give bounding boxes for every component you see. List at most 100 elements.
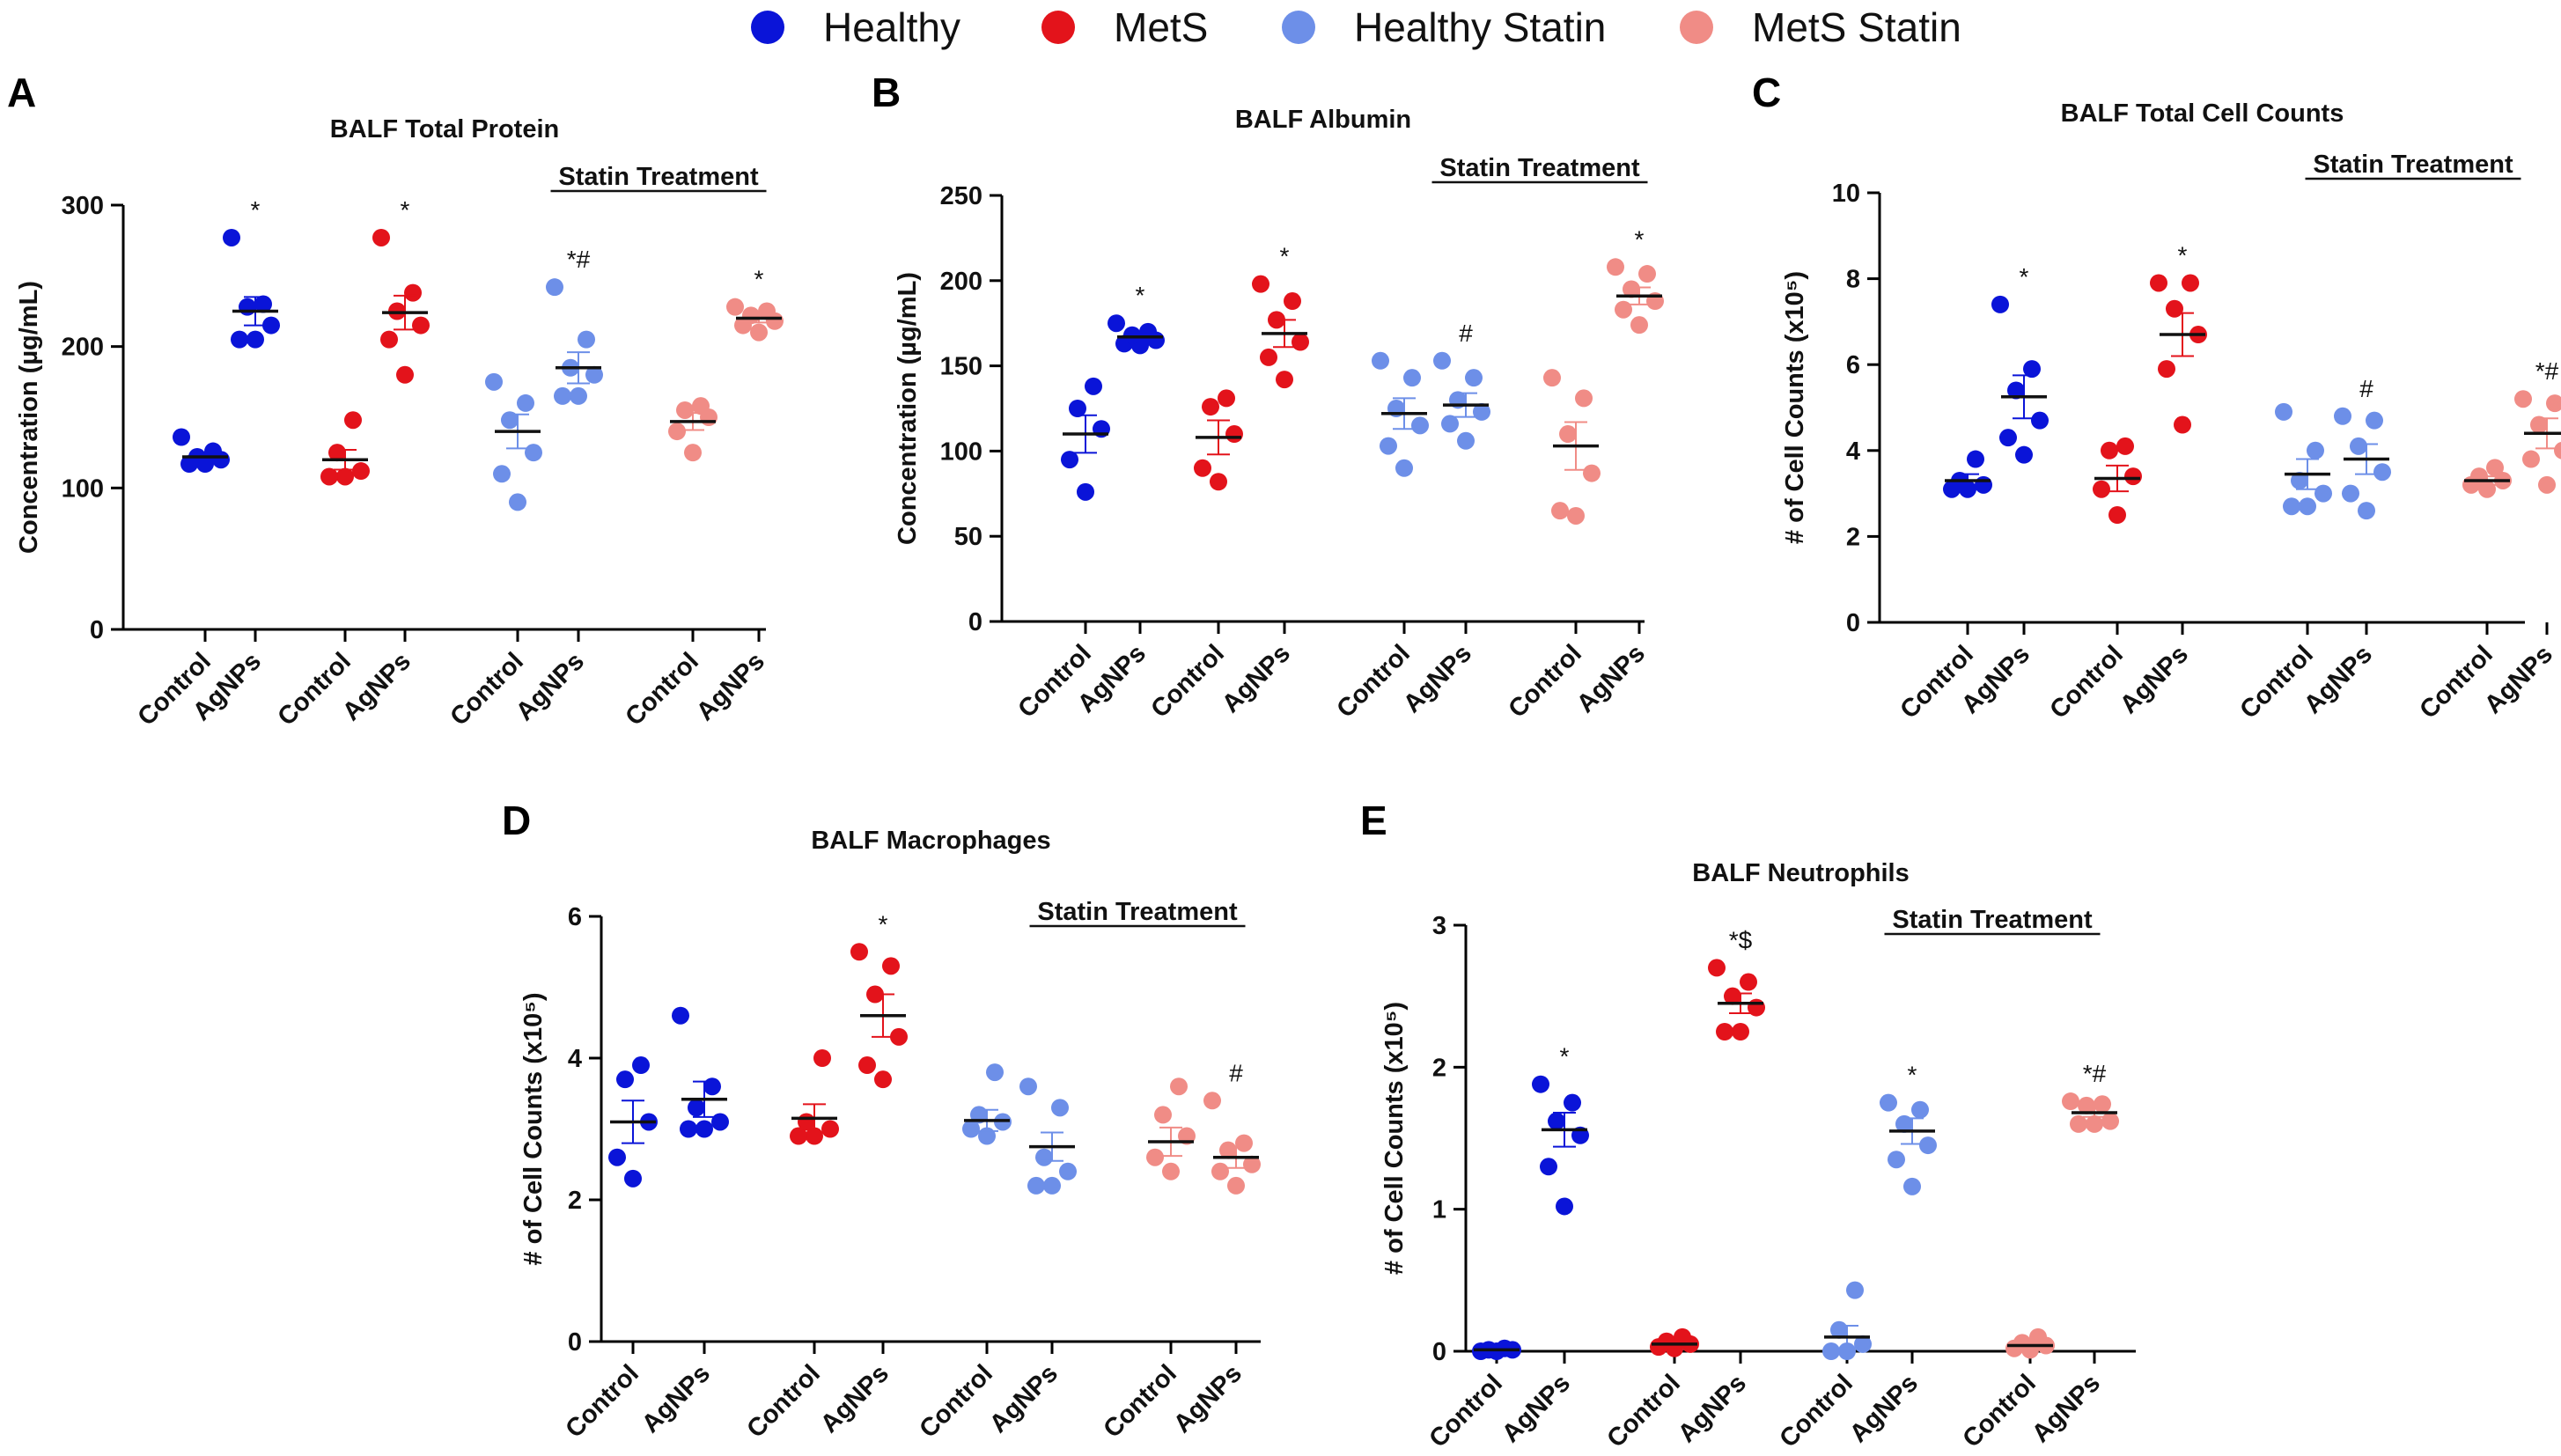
panel-a-data-point	[668, 423, 686, 441]
panel-e-data-point	[1540, 1158, 1557, 1176]
panel-c-xtick-label: Control	[1895, 640, 1979, 724]
panel-e-xtick-label: Control	[1957, 1369, 2042, 1453]
panel-c-data-point	[2124, 467, 2142, 486]
panel-c-ylabel: # of Cell Counts (x10⁵)	[1781, 271, 1809, 544]
panel-a-data-point	[328, 444, 346, 462]
panel-b-group-6: Control	[1503, 369, 1601, 724]
panel-b-data-point	[1567, 506, 1585, 525]
panel-a-data-point	[726, 298, 744, 316]
panel-d-data-point	[1146, 1148, 1164, 1166]
panel-b-xtick-label: Control	[1331, 639, 1416, 724]
panel-c-xtick-label: AgNPs	[2479, 640, 2558, 719]
panel-b-ytick-label: 0	[968, 608, 982, 636]
panel-b-data-point	[1218, 389, 1235, 408]
legend-healthy-label: Healthy	[823, 4, 960, 50]
panel-a-data-point	[352, 462, 370, 481]
panel-a-xtick-label: AgNPs	[511, 647, 590, 726]
legend-healthy-statin-label: Healthy Statin	[1354, 4, 1607, 50]
panel-d-xtick-label: AgNPs	[984, 1359, 1063, 1438]
panel-e-data-point	[1556, 1197, 1573, 1216]
panel-c-data-point	[2486, 459, 2504, 477]
panel-e-ytick-label: 2	[1432, 1054, 1446, 1082]
panel-c-data-point	[2015, 445, 2033, 464]
panel-a-data-point	[525, 444, 542, 462]
panel-c-significance-marker: *	[2020, 263, 2029, 290]
panel-e-data-point	[2062, 1092, 2079, 1111]
panel-b-data-point	[1630, 316, 1648, 335]
panel-e-data-point	[2070, 1114, 2087, 1133]
panel-c-group-5: AgNPs#	[2299, 375, 2391, 719]
panel-e-data-point	[2094, 1095, 2111, 1114]
panel-b-data-point	[1260, 348, 1277, 366]
panel-a-data-point	[692, 397, 710, 415]
panel-e-data-point	[1846, 1281, 1864, 1299]
panel-c-data-point	[2101, 441, 2118, 460]
panel-d-data-point	[858, 1056, 876, 1075]
panel-e-group-3: AgNPs *$	[1673, 926, 1765, 1448]
panel-e-group-5: AgNPs *	[1844, 1062, 1937, 1448]
panel-c-ytick-label: 2	[1846, 523, 1860, 551]
panel-a-group-4: Control	[445, 372, 542, 732]
panel-d-data-point	[1035, 1148, 1053, 1166]
legend-mets-marker	[1041, 11, 1075, 44]
panel-c-data-point	[2007, 381, 2025, 400]
panel-b-group-0: Control	[1012, 377, 1110, 724]
panel-e-group-1: AgNPs *	[1497, 1043, 1589, 1448]
panel-d-group-0: Control	[560, 1056, 658, 1444]
legend-mets-statin-label: MetS Statin	[1752, 4, 1961, 50]
panel-b-significance-marker: *	[1280, 243, 1290, 270]
panel-c-ytick-label: 6	[1846, 351, 1860, 379]
panel-b-xtick-label: Control	[1145, 639, 1230, 724]
panel-b-xtick-label: AgNPs	[1217, 639, 1296, 718]
panel-c-data-point	[2166, 299, 2183, 318]
panel-e-data-point	[1708, 959, 1726, 977]
panel-a-xtick-label: Control	[272, 647, 357, 732]
panel-a-data-point	[509, 493, 526, 511]
panel-b-title: BALF Albumin	[1235, 106, 1411, 134]
panel-d-data-point	[1154, 1106, 1172, 1124]
panel-e-significance-marker: *$	[1729, 926, 1753, 953]
panel-c-data-point	[2546, 394, 2561, 413]
panel-a-ytick-label: 200	[62, 334, 104, 362]
panel-e-data-point	[1919, 1136, 1937, 1155]
panel-letter-b: B	[872, 70, 902, 115]
panel-a-title: BALF Total Protein	[330, 115, 559, 143]
panel-d-data-point	[850, 943, 868, 961]
panel-b-data-point	[1108, 314, 1125, 333]
panel-b-data-point	[1276, 371, 1293, 389]
panel-d-data-point	[616, 1070, 634, 1089]
panel-d-group-3: AgNPs *	[815, 910, 908, 1438]
panel-b-data-point	[1607, 258, 1624, 276]
panel-c-title: BALF Total Cell Counts	[2061, 99, 2344, 128]
panel-b-data-point	[1085, 377, 1102, 395]
panel-d-data-point	[688, 1099, 705, 1117]
panel-b-data-point	[1061, 451, 1078, 469]
panel-c-data-point	[2031, 411, 2049, 430]
panel-a-data-point	[231, 330, 248, 349]
panel-e-data-point	[1838, 1342, 1856, 1360]
panel-c-data-point	[1999, 429, 2017, 447]
panel-a-data-point	[758, 302, 776, 320]
panel-b-data-point	[1372, 351, 1389, 370]
panel-d-group-4: Control	[914, 1063, 1012, 1444]
legend-item-healthy: Healthy	[751, 4, 960, 51]
panel-c-data-point	[2554, 442, 2561, 460]
panel-c-xtick-label: Control	[2044, 640, 2129, 724]
panel-b-data-point	[1465, 369, 1483, 387]
panel-d-data-point	[695, 1120, 713, 1138]
panel-e-data-point	[1895, 1114, 1913, 1133]
panel-c-data-point	[2283, 497, 2300, 516]
panel-d-xtick-label: AgNPs	[815, 1359, 894, 1438]
panel-c-xtick-label: AgNPs	[2115, 640, 2194, 719]
panel-d-ytick-label: 0	[568, 1328, 582, 1357]
panel-d-ytick-label: 2	[568, 1187, 582, 1215]
panel-e-ytick-label: 3	[1432, 912, 1446, 940]
panel-a-xtick-label: AgNPs	[691, 647, 770, 726]
panel-a-data-point	[412, 316, 430, 335]
panel-a-group-5: AgNPs *#	[511, 246, 603, 726]
panel-e-data-point	[1880, 1093, 1897, 1112]
panel-e-title: BALF Neutrophils	[1692, 859, 1910, 887]
panel-a-data-point	[336, 467, 354, 486]
panel-c-ytick-label: 4	[1846, 438, 1860, 466]
panel-e-data-point	[2086, 1114, 2103, 1133]
